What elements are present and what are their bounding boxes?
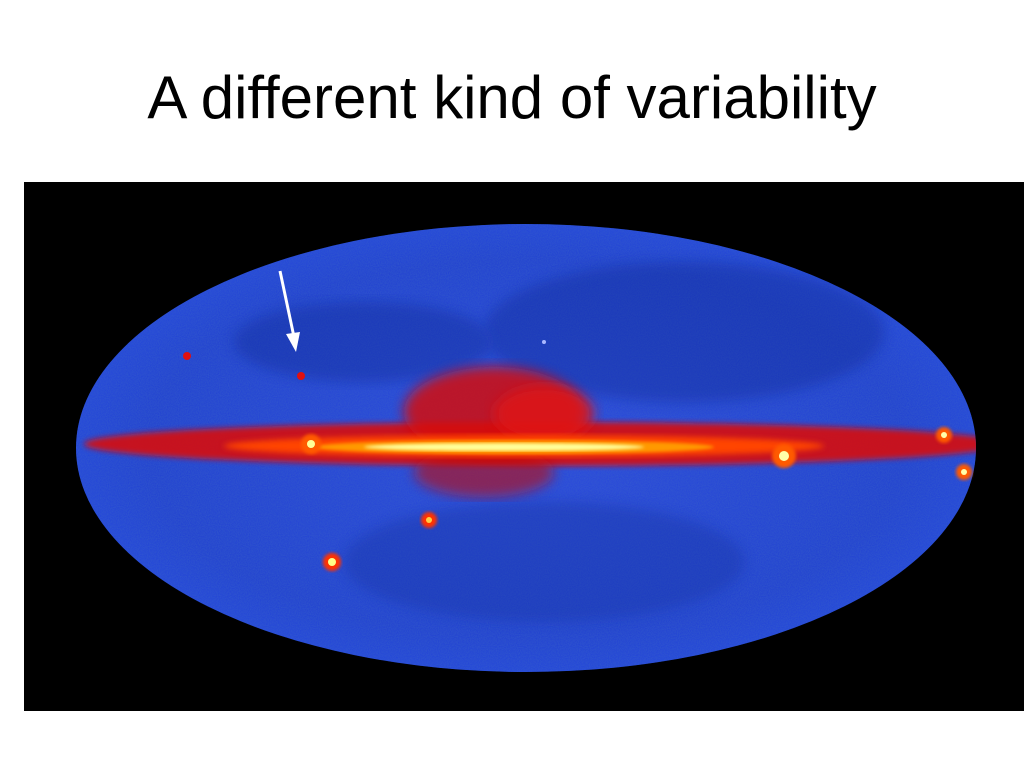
slide-title: A different kind of variability [147,64,877,131]
arrow-pointer [278,270,300,352]
sky-map-image [24,182,1024,711]
gamma-ray-sources [183,340,972,571]
sky-map-svg [76,224,976,672]
